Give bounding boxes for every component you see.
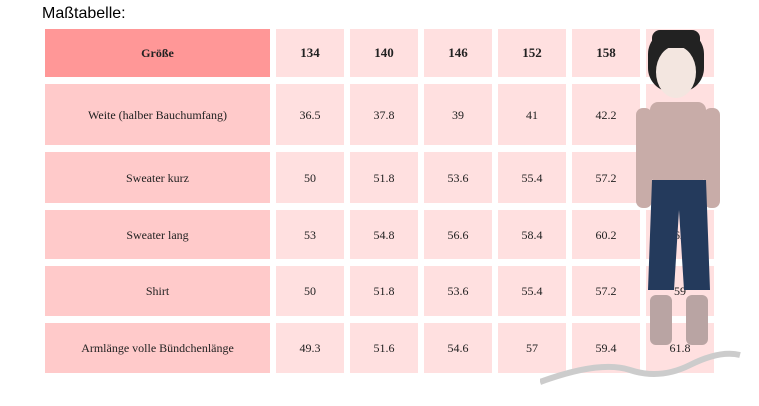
row-label: Shirt: [45, 266, 270, 316]
cell: 36.5: [276, 84, 344, 145]
cell: 51.8: [350, 266, 418, 316]
boots: [650, 295, 672, 345]
cell: 50: [276, 266, 344, 316]
header-size: 134: [276, 29, 344, 77]
row-label: Sweater lang: [45, 210, 270, 259]
cell: 55.4: [498, 266, 566, 316]
cell: 54.8: [350, 210, 418, 259]
table-row: Armlänge volle Bündchenlänge 49.3 51.6 5…: [45, 323, 714, 373]
header-size: 158: [572, 29, 640, 77]
page-title: Maßtabelle:: [42, 5, 126, 22]
cell: 50: [276, 152, 344, 203]
girl-illustration: [540, 30, 741, 385]
cell: 37.8: [350, 84, 418, 145]
cell: 53.6: [424, 152, 492, 203]
row-label: Weite (halber Bauchumfang): [45, 84, 270, 145]
row-label: Armlänge volle Bündchenlänge: [45, 323, 270, 373]
measuring-tape: [540, 350, 741, 385]
pants: [648, 180, 710, 290]
size-table: Größe 134 140 146 152 158 164 Weite (hal…: [39, 22, 720, 380]
row-label: Sweater kurz: [45, 152, 270, 203]
cell: 49.3: [276, 323, 344, 373]
cell: 51.6: [350, 323, 418, 373]
cell: 42.2: [572, 84, 640, 145]
header-size: 146: [424, 29, 492, 77]
cell: 51.8: [350, 152, 418, 203]
header-label: Größe: [45, 29, 270, 77]
cell: 57: [498, 323, 566, 373]
cell: 56.6: [424, 210, 492, 259]
cell: 59.4: [572, 323, 640, 373]
cell: 58.4: [498, 210, 566, 259]
cell: 57.2: [572, 152, 640, 203]
cell: 54.6: [424, 323, 492, 373]
cell: 55.4: [498, 152, 566, 203]
header-size: 140: [350, 29, 418, 77]
cell: 60.2: [572, 210, 640, 259]
header-size: 152: [498, 29, 566, 77]
cell: 53: [276, 210, 344, 259]
cell: 53.6: [424, 266, 492, 316]
cell: 39: [424, 84, 492, 145]
sweater: [650, 102, 706, 182]
table-row: Sweater lang 53 54.8 56.6 58.4 60.2 62: [45, 210, 714, 259]
cell: 57.2: [572, 266, 640, 316]
face: [656, 46, 696, 98]
cell: 41: [498, 84, 566, 145]
